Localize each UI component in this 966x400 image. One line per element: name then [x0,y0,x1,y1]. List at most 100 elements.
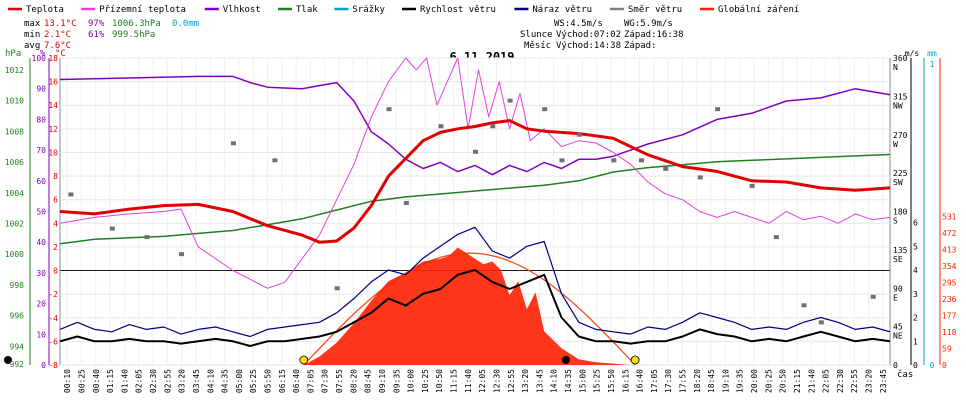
tick-pct: 0 [41,361,46,370]
tick-x: 01:40 [120,369,129,393]
axis-x-label: čas [897,369,913,380]
tick-rad: 413 [942,246,957,255]
tick-x: 06:40 [292,369,301,393]
direction-point [870,294,876,299]
tick-hpa: 1002 [5,220,24,229]
direction-point [386,107,392,112]
tick-pct: 80 [36,115,46,124]
stat-avg-temp: 7.6°C [44,41,71,51]
tick-x: 15:50 [607,369,616,393]
tick-x: 05:00 [235,369,244,393]
tick-x: 21:40 [807,369,816,393]
legend-label: Náraz větru [532,5,592,15]
moon-label: Měsíc [524,41,551,51]
stat-max-label: max [24,19,41,29]
tick-degc: 14 [48,101,58,110]
direction-point [272,158,278,163]
legend-label: Tlak [296,5,318,15]
tick-x: 04:10 [206,369,215,393]
sun-arc [303,252,636,366]
tick-x: 19:10 [721,369,730,393]
tick-x: 17:55 [679,369,688,393]
tick-x: 08:20 [349,369,358,393]
axis-pct-unit: % [40,49,46,59]
stat-max-press: 1006.3hPa [112,19,161,29]
tick-hpa: 994 [10,342,25,351]
plot-area [4,57,891,366]
direction-point [507,98,513,103]
tick-mm: 0 [930,361,935,370]
tick-x: 02:30 [149,369,158,393]
tick-ms: 6 [913,219,918,228]
moonrise-marker [561,356,570,364]
tick-dir: 90 [893,284,903,293]
tick-x: 05:50 [264,369,273,393]
tick-degc: 10 [48,148,58,157]
tick-x: 00:10 [63,369,72,393]
sun-rise: Východ:07:02 [556,30,621,40]
tick-x: 09:35 [392,369,401,393]
direction-point [559,158,565,163]
tick-x: 02:05 [135,369,144,393]
tick-degc: 6 [53,196,58,205]
tick-x: 20:25 [764,369,773,393]
axis-dir-unit: m/s [905,49,920,58]
tick-x: 13:45 [535,369,544,393]
direction-point [473,149,478,154]
tick-degc: 0 [53,267,58,276]
tick-pct: 10 [36,330,46,339]
tick-rad: 472 [942,229,957,238]
tick-rad: 531 [942,213,957,222]
tick-degc: -8 [48,361,58,370]
direction-point [179,252,185,257]
pressure-line [59,153,891,245]
tick-x: 22:30 [836,369,845,393]
tick-x: 03:20 [178,369,187,393]
tick-ms: 1 [913,337,918,346]
tick-dir-label: NE [893,332,903,341]
stat-max-rain: 0.0mm [172,19,199,29]
tick-degc: 8 [53,172,58,181]
direction-point [109,226,115,231]
tick-degc: 4 [53,219,58,228]
tick-x: 10:25 [421,369,430,393]
stat-min-temp: 2.1°C [44,30,71,40]
wind-speed-line [59,269,891,347]
moon-rise: Východ:14:38 [556,41,621,51]
tick-dir: 180 [893,208,908,217]
tick-ms: 5 [913,242,918,251]
tick-x: 17:30 [664,369,673,393]
tick-x: 18:20 [693,369,702,393]
axis-degc-unit: °C [55,49,66,59]
tick-x: 07:55 [335,369,344,393]
tick-x: 13:20 [521,369,530,393]
direction-point [773,235,779,240]
tick-x: 14:10 [550,369,559,393]
stat-min-label: min [24,30,40,40]
tick-x: 23:45 [879,369,888,393]
tick-hpa: 992 [10,360,25,369]
tick-dir-label: SE [893,255,903,264]
tick-x: 19:35 [736,369,745,393]
tick-hpa: 1000 [5,250,24,259]
tick-rad: 236 [942,295,957,304]
tick-x: 10:00 [407,369,416,393]
radiation-area [303,247,631,365]
tick-dir: 135 [893,246,908,255]
direction-point [68,192,74,197]
direction-point [144,235,150,240]
tick-degc: 12 [48,125,58,134]
tick-ms: 0 [913,361,918,370]
tick-dir: 0 [893,361,898,370]
stat-min-press: 999.5hPa [112,30,155,40]
gust-line [59,226,891,338]
tick-x: 09:10 [378,369,387,393]
direction-point [818,320,824,325]
direction-point [403,200,409,205]
tick-x: 07:05 [306,369,315,393]
tick-x: 23:20 [865,369,874,393]
direction-point [715,107,721,112]
tick-x: 17:05 [650,369,659,393]
tick-rad: 118 [942,328,957,337]
tick-pct: 20 [36,300,46,309]
